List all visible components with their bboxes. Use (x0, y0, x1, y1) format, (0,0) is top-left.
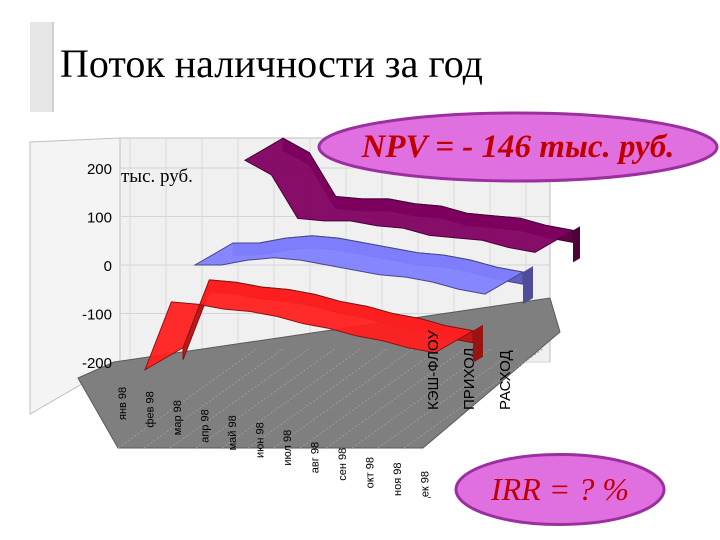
y-tick-label-2: 0 (104, 258, 112, 275)
series-top-1 (193, 235, 525, 295)
y-tick-label-0: 200 (87, 161, 112, 178)
irr-oval-shape (454, 453, 666, 526)
series-label-2: РАСХОД (497, 350, 514, 410)
series-label-1: ПРИХОД (461, 347, 478, 410)
series-top-0 (144, 279, 475, 371)
y-tick-label-4: -200 (82, 355, 112, 372)
x-tick-label-11: дек 98 (420, 471, 432, 498)
npv-callout: NPV = - 146 тыс. руб. (316, 110, 720, 184)
x-tick-label-5: июн 98 (255, 422, 267, 458)
x-tick-label-9: окт 98 (365, 457, 377, 488)
x-tick-label-3: апр 98 (200, 409, 212, 442)
x-tick-label-7: авг 98 (310, 442, 322, 473)
series-top-2 (243, 137, 575, 253)
title-accent-bar (30, 22, 54, 112)
series-label-0: КЭШ-ФЛОУ (425, 330, 442, 410)
series-cap-1 (523, 266, 533, 305)
unit-label: тыс. руб. (121, 166, 193, 187)
series-cap-2 (573, 226, 580, 263)
irr-callout: IRR = ? % (453, 452, 667, 527)
npv-oval-shape (317, 111, 719, 183)
x-tick-label-8: сен 98 (337, 448, 349, 481)
y-tick-label-3: -100 (82, 307, 112, 324)
x-tick-label-6: июл 98 (282, 430, 294, 466)
x-tick-label-2: мар 98 (172, 400, 184, 435)
x-tick-label-0: янв 98 (117, 387, 129, 420)
x-tick-label-1: фев 98 (145, 391, 157, 427)
slide-title: Поток наличности за год (60, 41, 483, 86)
x-tick-label-10: ноя 98 (392, 463, 404, 496)
series-cap-0 (473, 324, 483, 363)
y-tick-label-1: 100 (87, 210, 112, 227)
x-tick-label-4: май 98 (227, 415, 239, 450)
npv-value: NPV = - 146 тыс. руб. (361, 128, 675, 165)
irr-value: IRR = ? % (491, 471, 629, 507)
